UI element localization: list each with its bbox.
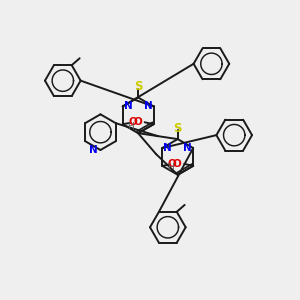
Text: O: O — [168, 159, 177, 169]
Text: O: O — [128, 117, 137, 127]
Text: N: N — [89, 145, 98, 155]
Text: N: N — [144, 101, 153, 111]
Text: H: H — [167, 163, 174, 172]
Text: H: H — [128, 122, 134, 131]
Text: O: O — [173, 159, 182, 169]
Text: N: N — [183, 143, 192, 153]
Text: N: N — [163, 143, 172, 153]
Text: S: S — [173, 122, 182, 135]
Text: N: N — [124, 101, 132, 111]
Text: S: S — [134, 80, 142, 93]
Text: O: O — [133, 117, 142, 127]
